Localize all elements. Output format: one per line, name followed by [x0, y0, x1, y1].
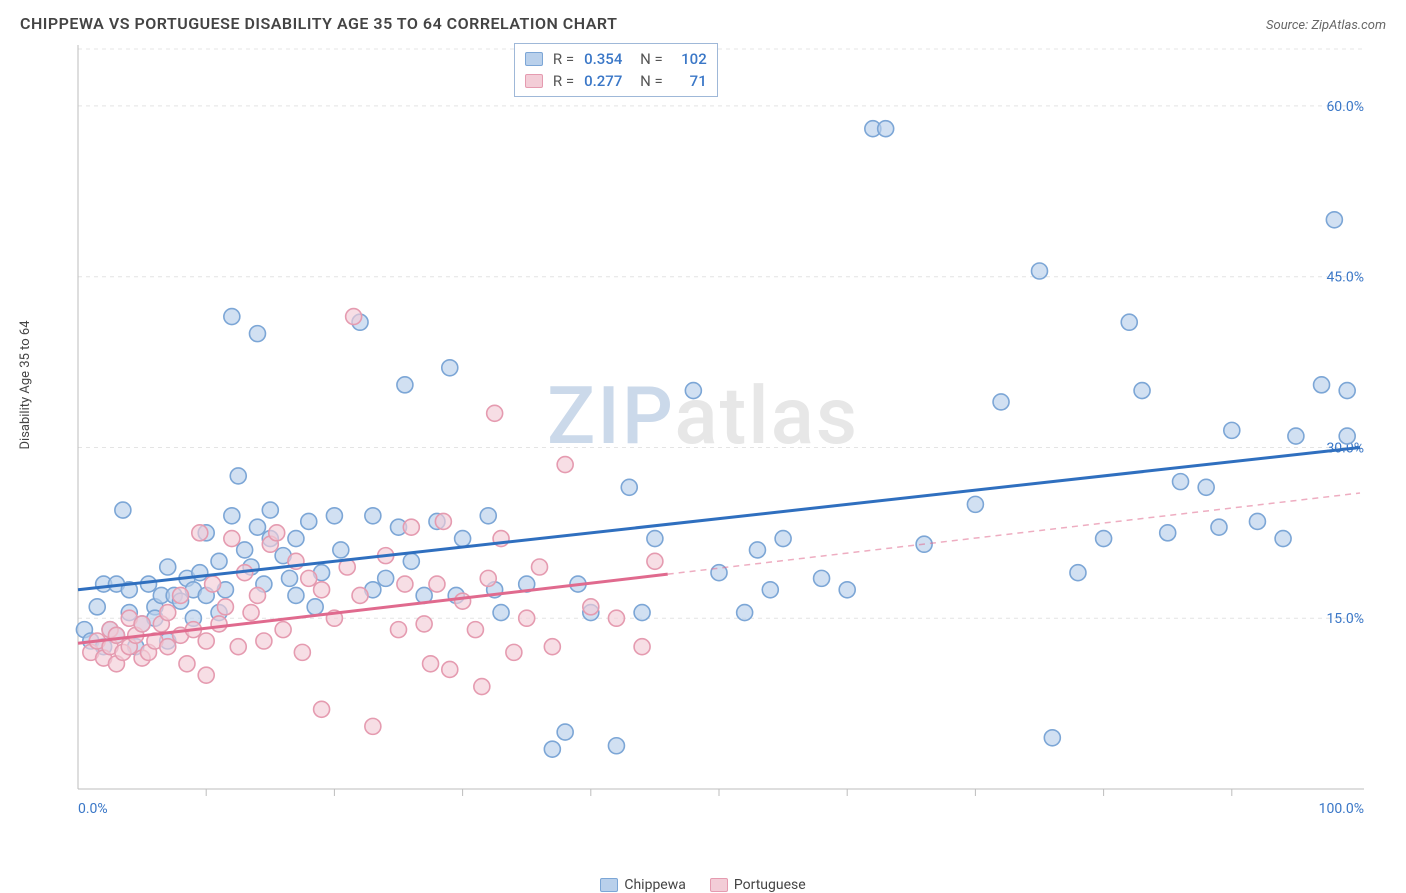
scatter-chart: 15.0%30.0%45.0%60.0%0.0%100.0% — [20, 39, 1386, 875]
chart-area: Disability Age 35 to 64 ZIPatlas 15.0%30… — [20, 39, 1386, 875]
series-legend: Chippewa Portuguese — [20, 877, 1386, 893]
corr-legend-row: R =0.354N =102 — [525, 48, 707, 70]
svg-text:15.0%: 15.0% — [1326, 611, 1364, 627]
svg-text:45.0%: 45.0% — [1326, 270, 1364, 286]
svg-text:60.0%: 60.0% — [1326, 99, 1364, 115]
svg-text:0.0%: 0.0% — [78, 801, 108, 817]
source-credit: Source: ZipAtlas.com — [1266, 18, 1386, 33]
legend-swatch — [525, 52, 543, 66]
legend-swatch — [600, 878, 618, 892]
y-axis-title: Disability Age 35 to 64 — [18, 321, 33, 450]
legend-item: Chippewa — [600, 877, 686, 893]
header: CHIPPEWA VS PORTUGUESE DISABILITY AGE 35… — [20, 14, 1386, 33]
legend-swatch — [710, 878, 728, 892]
svg-text:100.0%: 100.0% — [1319, 801, 1364, 817]
correlation-legend: R =0.354N =102R =0.277N =71 — [514, 43, 718, 97]
chart-title: CHIPPEWA VS PORTUGUESE DISABILITY AGE 35… — [20, 14, 617, 33]
legend-item: Portuguese — [710, 877, 806, 893]
corr-legend-row: R =0.277N =71 — [525, 70, 707, 92]
legend-swatch — [525, 74, 543, 88]
